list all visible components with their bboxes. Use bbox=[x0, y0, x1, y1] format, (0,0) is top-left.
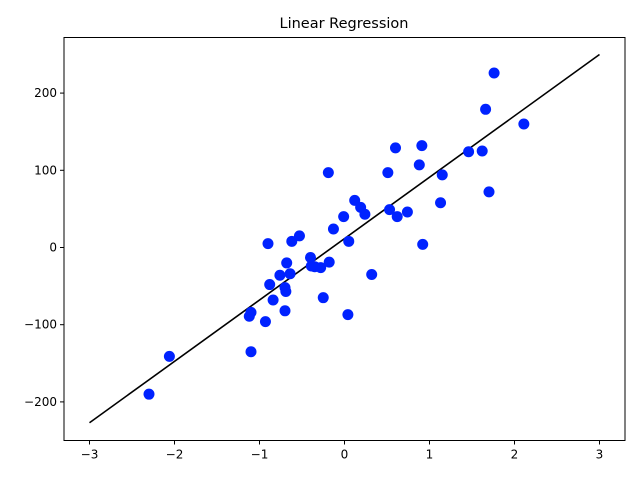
scatter-point bbox=[315, 262, 327, 274]
scatter-point bbox=[143, 388, 155, 400]
scatter-point bbox=[488, 67, 500, 79]
scatter-point bbox=[245, 306, 257, 318]
scatter-point bbox=[342, 309, 354, 321]
scatter-point bbox=[518, 118, 530, 130]
scatter-point bbox=[279, 305, 291, 317]
y-axis: −200 −100 0 100 200 bbox=[24, 86, 64, 409]
scatter-point bbox=[245, 346, 257, 358]
x-tick-label: 3 bbox=[596, 448, 604, 462]
scatter-point bbox=[483, 186, 495, 198]
x-tick-label: −3 bbox=[81, 448, 99, 462]
scatter-point bbox=[259, 316, 271, 328]
scatter-point bbox=[366, 269, 378, 281]
x-tick-label: 1 bbox=[426, 448, 434, 462]
y-tick-label: −200 bbox=[24, 395, 57, 409]
y-tick-label: 100 bbox=[34, 163, 57, 177]
scatter-point bbox=[322, 167, 334, 179]
scatter-point bbox=[274, 269, 286, 281]
y-tick-label: 200 bbox=[34, 86, 57, 100]
scatter-point bbox=[267, 294, 279, 306]
scatter-point bbox=[281, 257, 293, 269]
scatter-point bbox=[286, 235, 298, 247]
scatter-point bbox=[435, 197, 447, 209]
scatter-points-group bbox=[143, 67, 530, 400]
scatter-point bbox=[327, 223, 339, 235]
scatter-point bbox=[436, 169, 448, 181]
scatter-point bbox=[413, 159, 425, 171]
scatter-point bbox=[293, 230, 305, 242]
x-tick-label: 2 bbox=[511, 448, 519, 462]
scatter-point bbox=[284, 268, 296, 280]
scatter-point bbox=[401, 206, 413, 218]
scatter-point bbox=[338, 211, 350, 223]
scatter-point bbox=[480, 103, 492, 115]
scatter-point bbox=[416, 140, 428, 152]
scatter-point bbox=[305, 252, 316, 264]
scatter-point bbox=[463, 146, 475, 158]
scatter-point bbox=[262, 238, 274, 250]
scatter-point bbox=[323, 256, 335, 268]
scatter-point bbox=[343, 235, 355, 247]
scatter-point bbox=[384, 204, 396, 216]
scatter-point bbox=[391, 211, 403, 223]
scatter-point bbox=[264, 279, 276, 291]
scatter-point bbox=[390, 142, 401, 154]
x-tick-label: 0 bbox=[341, 448, 349, 462]
scatter-point bbox=[417, 238, 429, 250]
chart-title: Linear Regression bbox=[280, 16, 409, 32]
x-axis: −3 −2 −1 0 1 2 3 bbox=[81, 440, 604, 462]
scatter-point bbox=[163, 350, 175, 362]
scatter-point bbox=[382, 167, 394, 179]
scatter-point bbox=[317, 292, 329, 304]
x-tick-label: −1 bbox=[251, 448, 269, 462]
scatter-point bbox=[280, 285, 292, 297]
y-tick-label: −100 bbox=[24, 318, 57, 332]
y-tick-label: 0 bbox=[49, 240, 57, 254]
scatter-point bbox=[476, 145, 488, 157]
scatter-point bbox=[359, 208, 371, 220]
x-tick-label: −2 bbox=[166, 448, 184, 462]
